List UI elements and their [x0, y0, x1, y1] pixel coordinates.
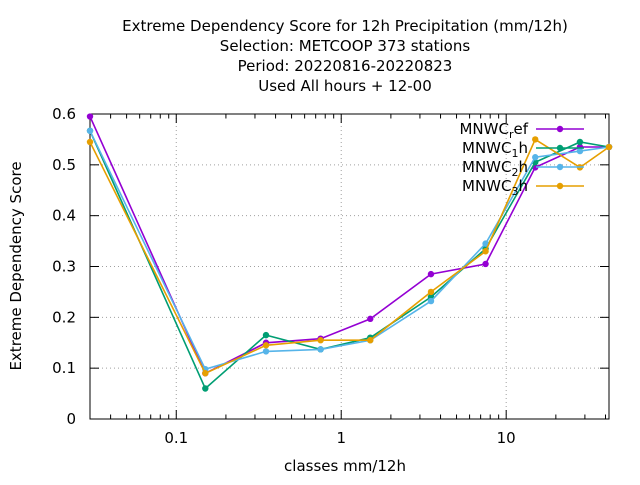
legend-swatch-point	[556, 125, 564, 133]
legend-entry: MNWC1h	[462, 139, 584, 160]
x-tick-label: 0.1	[164, 429, 188, 447]
data-point	[202, 370, 209, 377]
legend-swatch-point	[556, 163, 564, 171]
legend-swatch-point	[556, 144, 564, 152]
data-point	[262, 342, 270, 349]
x-tick-label: 1	[336, 429, 346, 447]
legend-label: MNWC3h	[462, 177, 528, 198]
tick-labels: 0 0.1 0.2 0.3 0.4 0.5 0.6 0.1 1 10	[52, 105, 516, 447]
data-point	[532, 154, 539, 161]
legend-swatch-point	[556, 182, 564, 190]
legend-label: MNWCref	[459, 120, 528, 141]
data-point	[367, 337, 374, 344]
legend-entry: MNWC3h	[462, 177, 584, 198]
y-tick-label: 0	[66, 410, 76, 428]
data-point	[86, 113, 94, 120]
legend-label: MNWC1h	[462, 139, 528, 160]
y-tick-label: 0.4	[52, 207, 76, 225]
data-point	[262, 348, 270, 355]
data-point	[576, 147, 584, 155]
chart-title: Extreme Dependency Score for 12h Precipi…	[122, 17, 568, 95]
data-point	[317, 337, 324, 344]
x-tick-label: 10	[497, 429, 516, 447]
title-line-2: Selection: METCOOP 373 stations	[220, 37, 471, 55]
data-point	[576, 138, 584, 146]
data-point	[427, 270, 435, 278]
data-point	[427, 297, 435, 305]
legend-entry: MNWC2h	[462, 158, 584, 179]
series-layer	[86, 113, 613, 392]
series-line	[89, 116, 609, 375]
data-point	[202, 385, 209, 392]
data-point	[262, 331, 270, 339]
y-tick-label: 0.5	[52, 156, 76, 174]
data-point	[482, 240, 489, 247]
series-MNWC_3h	[86, 136, 613, 377]
data-point	[532, 136, 539, 143]
axis-ticks	[89, 113, 609, 420]
data-point	[482, 248, 489, 255]
x-axis-label: classes mm/12h	[284, 457, 406, 475]
data-point	[427, 288, 435, 296]
grid	[90, 114, 609, 419]
data-point	[86, 138, 94, 146]
data-point	[86, 127, 94, 134]
y-axis-label: Extreme Dependency Score	[7, 161, 25, 370]
series-line	[89, 138, 610, 375]
y-tick-label: 0.3	[52, 258, 76, 276]
series-line	[89, 130, 610, 390]
legend-label: MNWC2h	[462, 158, 528, 179]
y-tick-label: 0.6	[52, 105, 76, 123]
series-line	[89, 130, 610, 371]
data-point	[367, 315, 374, 323]
data-point	[317, 346, 324, 353]
y-tick-label: 0.2	[52, 308, 76, 326]
title-line-1: Extreme Dependency Score for 12h Precipi…	[122, 17, 568, 35]
title-line-4: Used All hours + 12-00	[258, 77, 432, 95]
data-point	[482, 260, 489, 268]
series-MNWC_ref	[86, 113, 613, 377]
title-line-3: Period: 20220816-20220823	[238, 57, 453, 75]
legend-entry: MNWCref	[459, 120, 584, 141]
plot-frame	[89, 113, 610, 420]
y-tick-label: 0.1	[52, 359, 76, 377]
data-point	[605, 143, 613, 151]
